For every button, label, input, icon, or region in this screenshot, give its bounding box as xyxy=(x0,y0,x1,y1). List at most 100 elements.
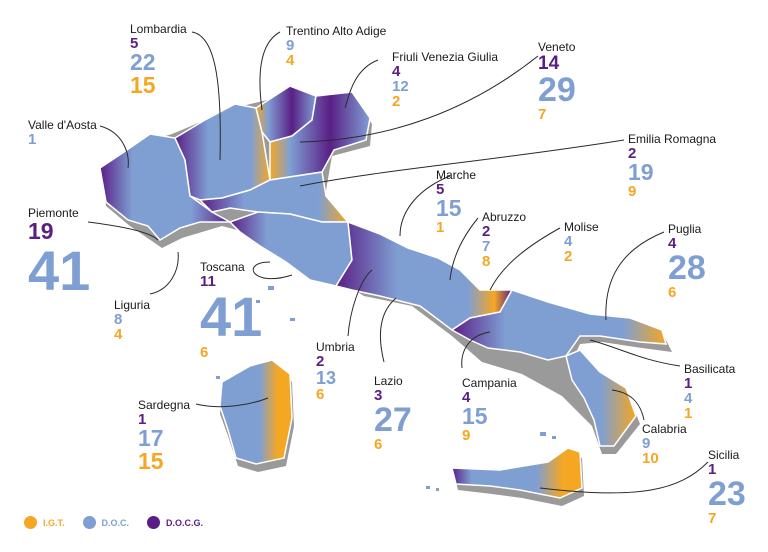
label-lazio: Lazio 3 27 6 xyxy=(374,374,412,452)
region-sardegna xyxy=(219,359,293,465)
region-name: Emilia Romagna xyxy=(628,132,717,146)
legend-label: D.O.C.G. xyxy=(166,517,204,528)
label-molise: Molise 4 2 xyxy=(564,220,599,264)
doc-count: 8 xyxy=(114,311,123,328)
doc-count: 28 xyxy=(668,249,706,287)
region-name: Lazio xyxy=(374,374,403,388)
region-name: Campania xyxy=(462,376,517,390)
region-name: Molise xyxy=(564,220,599,234)
igt-count: 6 xyxy=(316,386,325,403)
doc-count: 7 xyxy=(482,238,491,255)
doc-count: 22 xyxy=(130,49,156,75)
label-emilia-romagna: Emilia Romagna 2 19 9 xyxy=(628,132,716,199)
region-name: Piemonte xyxy=(28,206,79,220)
region-name: Marche xyxy=(436,168,477,182)
region-name: Abruzzo xyxy=(482,210,527,224)
legend-dot-icon xyxy=(82,516,96,529)
igt-count: 2 xyxy=(564,248,573,265)
docg-count: 4 xyxy=(462,389,471,406)
doc-count: 4 xyxy=(564,233,573,250)
docg-count: 1 xyxy=(708,461,717,478)
igt-count: 4 xyxy=(286,52,295,69)
label-liguria: Liguria 8 4 xyxy=(114,298,150,342)
region-emilia-romagna xyxy=(198,171,350,223)
label-marche: Marche 5 15 1 xyxy=(436,168,476,235)
docg-count: 14 xyxy=(538,53,560,74)
doc-count: 41 xyxy=(28,239,91,302)
docg-count: 3 xyxy=(374,387,383,404)
docg-count: 2 xyxy=(628,145,637,162)
label-piemonte: Piemonte 19 41 xyxy=(28,206,90,299)
doc-count: 1 xyxy=(28,131,37,148)
docg-count: 1 xyxy=(684,375,693,392)
region-name: Sardegna xyxy=(138,398,191,412)
region-name: Puglia xyxy=(668,222,702,236)
region-veneto-friuli xyxy=(269,91,371,181)
label-trentino: Trentino Alto Adige 9 4 xyxy=(286,24,386,68)
docg-count: 4 xyxy=(668,235,677,252)
docg-count: 19 xyxy=(28,218,54,244)
region-name: Calabria xyxy=(642,422,687,436)
label-campania: Campania 4 15 9 xyxy=(462,376,517,443)
doc-count: 19 xyxy=(628,159,654,185)
region-name: Friuli Venezia Giulia xyxy=(392,50,499,64)
doc-count: 15 xyxy=(462,403,488,429)
doc-count: 27 xyxy=(374,401,412,439)
docg-count: 5 xyxy=(436,181,445,198)
region-name: Trentino Alto Adige xyxy=(286,24,387,38)
docg-count: 11 xyxy=(200,273,216,290)
region-calabria xyxy=(565,349,637,447)
doc-count: 4 xyxy=(684,390,693,407)
igt-count: 6 xyxy=(668,284,677,301)
igt-count: 10 xyxy=(642,450,659,467)
doc-count: 9 xyxy=(286,37,295,54)
label-friuli: Friuli Venezia Giulia 4 12 2 xyxy=(392,50,498,109)
doc-count: 9 xyxy=(642,435,651,452)
region-lombardia xyxy=(174,103,271,201)
docg-count: 2 xyxy=(482,223,491,240)
small-islands xyxy=(216,286,556,491)
region-name: Basilicata xyxy=(684,362,736,376)
igt-count: 9 xyxy=(628,183,637,200)
igt-count: 4 xyxy=(114,326,123,343)
igt-count: 6 xyxy=(200,344,209,361)
legend-item-doc: D.O.C. xyxy=(82,516,130,529)
region-name: Sicilia xyxy=(708,448,740,462)
label-basilicata: Basilicata 1 4 1 xyxy=(684,362,735,421)
region-name: Lombardia xyxy=(130,22,187,36)
label-sicilia: Sicilia 1 23 7 xyxy=(708,448,746,526)
label-puglia: Puglia 4 28 6 xyxy=(668,222,706,300)
label-umbria: Umbria 2 13 6 xyxy=(316,340,355,402)
doc-count: 15 xyxy=(436,195,462,221)
region-name: Umbria xyxy=(316,340,355,354)
docg-count: 5 xyxy=(130,35,139,52)
label-sardegna: Sardegna 1 17 15 xyxy=(138,398,190,473)
igt-count: 2 xyxy=(392,93,401,110)
doc-count: 12 xyxy=(392,78,409,95)
igt-count: 6 xyxy=(374,436,383,453)
igt-count: 9 xyxy=(462,427,471,444)
legend: I.G.T. D.O.C. D.O.C.G. xyxy=(24,516,203,529)
leader-lines xyxy=(87,31,709,494)
igt-count: 1 xyxy=(436,219,445,236)
legend-dot-icon xyxy=(24,516,37,529)
doc-count: 41 xyxy=(200,285,263,348)
docg-count: 4 xyxy=(392,63,401,80)
region-name: Valle d'Aosta xyxy=(28,118,97,132)
label-lombardia: Lombardia 5 22 15 xyxy=(130,22,187,97)
docg-count: 2 xyxy=(316,353,325,370)
igt-count: 15 xyxy=(138,448,164,474)
region-name: Toscana xyxy=(200,260,245,274)
igt-count: 7 xyxy=(708,510,717,527)
label-veneto: Veneto 14 29 7 xyxy=(538,40,576,122)
igt-count: 8 xyxy=(482,253,491,270)
region-sicilia xyxy=(451,447,583,499)
region-south xyxy=(450,289,668,361)
igt-count: 15 xyxy=(130,72,156,98)
label-calabria: Calabria 9 10 xyxy=(642,422,687,466)
label-toscana: Toscana 11 41 6 xyxy=(200,260,262,360)
doc-count: 17 xyxy=(138,425,164,451)
doc-count: 23 xyxy=(708,475,746,513)
legend-label: D.O.C. xyxy=(101,517,130,528)
doc-count: 13 xyxy=(316,368,337,388)
